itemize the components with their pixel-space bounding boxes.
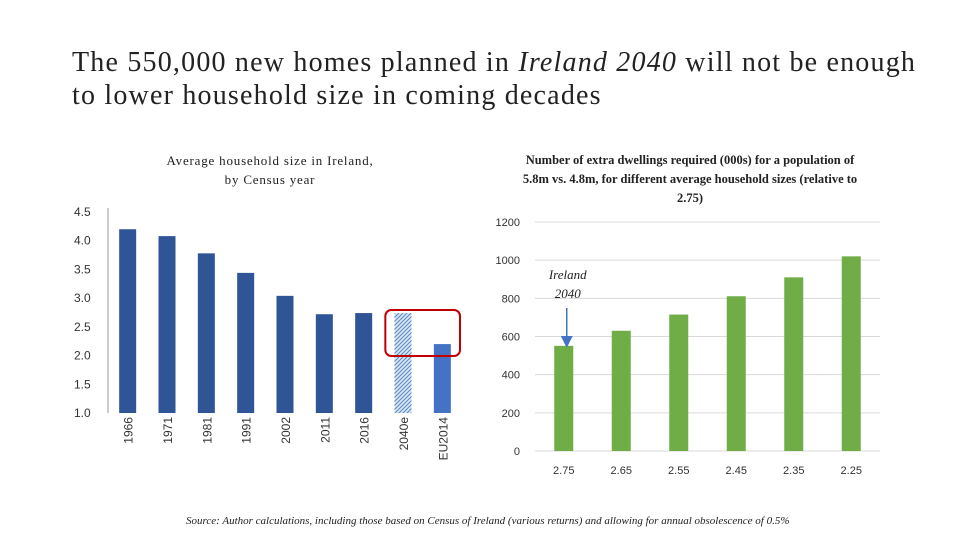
chart1-y-tick: 3.0 [74,291,91,305]
chart1-bar-2016 [355,313,373,413]
chart1-x-label: EU2014 [436,417,450,461]
chart2-y-tick: 1000 [496,255,520,267]
chart1-bar-1991 [237,272,255,413]
chart1-household-size: 4.5 4.0 3.5 3.0 2.5 2.0 1.5 1.0 1966 1971 1981 1991… [74,205,462,461]
chart1-y-tick: 1.0 [74,406,91,420]
chart1-x-label: 2016 [358,417,372,444]
title-italic: Ireland 2040 [518,47,678,78]
chart2-bar-2.75 [554,345,574,451]
source-note: Source: Author calculations, including t… [186,515,790,527]
chart2-x-label: 2.65 [611,465,632,477]
chart1-bar-EU2014 [433,344,451,413]
chart1-y-tick: 1.5 [74,377,91,391]
chart1-bar-1966 [119,229,137,413]
chart1-x-label: 2040e [397,417,411,451]
chart2-y-tick: 400 [502,370,520,382]
chart1-bar-2011 [315,314,333,413]
chart1-x-label: 1991 [240,417,254,444]
chart2-title: Number of extra dwellings required (000s… [522,153,858,205]
chart1-bar-2040e [394,313,412,413]
chart2-y-tick: 800 [502,293,520,305]
chart2-x-label: 2.35 [783,465,804,477]
chart2-y-tick: 0 [514,446,520,458]
chart1-x-label: 2011 [318,417,332,443]
chart2-y-tick: 1200 [496,217,520,229]
chart1-x-label: 1966 [122,417,136,444]
chart2-y-tick: 200 [502,408,520,420]
chart1-title-line1: Average household size in Ireland, [166,153,374,168]
chart2-bar-2.65 [611,330,631,451]
chart2-bar-2.45 [726,296,746,451]
chart1-y-tick: 2.5 [74,320,91,334]
chart2-x-label: 2.25 [841,465,862,477]
chart1-bar-1981 [197,253,215,413]
chart2-extra-dwellings: 1200 1000 800 600 400 200 0 2.75 2.65 2.55 2.45 2.3… [496,217,880,477]
chart1-y-tick: 3.5 [74,262,91,276]
chart2-annotation-line1: Ireland [548,267,587,282]
chart1-y-tick: 2.0 [74,349,91,363]
chart1-x-label: 2002 [279,417,293,444]
chart2-annotation-line2: 2040 [555,286,582,301]
chart2-bar-2.35 [784,277,804,451]
chart1-y-tick: 4.0 [74,234,91,248]
chart1-bar-2002 [276,295,294,413]
chart2-x-label: 2.45 [726,465,747,477]
slide-title: The 550,000 new homes planned in Ireland… [72,46,932,112]
chart1-bar-1971 [158,236,176,413]
chart2-bar-2.55 [669,314,689,451]
chart2-x-label: 2.75 [553,465,574,477]
chart1-y-tick: 4.5 [74,205,91,219]
chart2-y-tick: 600 [502,332,520,344]
chart2-bar-2.25 [841,256,861,451]
chart1-highlight-box [384,309,462,357]
chart1-x-label: 1971 [161,417,175,444]
chart1-title-line2: by Census year [224,172,316,187]
title-post: will not be enough to lower household si… [72,47,917,111]
chart1-title: Average household size in Ireland, by Ce… [110,151,430,189]
chart2-x-label: 2.55 [668,465,689,477]
chart1-x-label: 1981 [200,417,214,444]
title-pre: The 550,000 new homes planned in [72,47,519,78]
